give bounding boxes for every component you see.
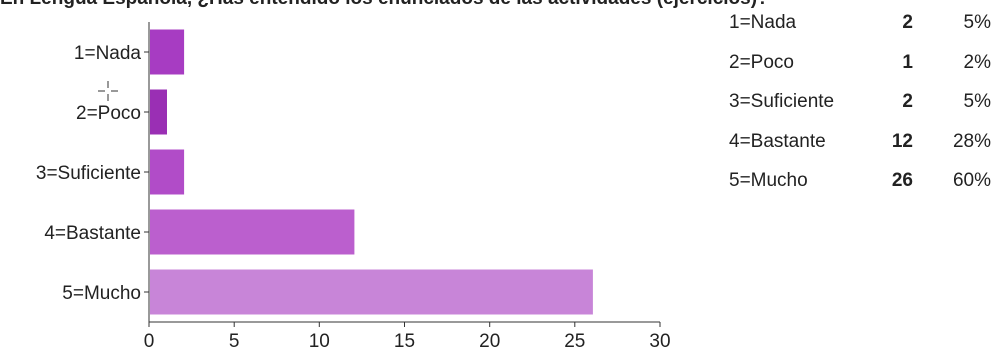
x-tick-label: 15 bbox=[394, 331, 415, 349]
bar bbox=[150, 209, 355, 255]
x-tick-label: 0 bbox=[144, 331, 155, 349]
summary-table: 1=Nada 2 5% 2=Poco 1 2% 3=Suficiente 2 5% 4=Basta… bbox=[729, 11, 991, 209]
summary-row: 4=Bastante 12 28% bbox=[729, 130, 991, 170]
summary-count: 26 bbox=[891, 170, 913, 191]
bar bbox=[150, 29, 185, 75]
summary-label: 2=Poco bbox=[729, 51, 794, 73]
summary-count: 12 bbox=[891, 130, 913, 152]
summary-count: 2 bbox=[902, 91, 913, 112]
x-tick-label: 25 bbox=[564, 331, 585, 349]
summary-percent: 5% bbox=[963, 12, 991, 33]
summary-percent: 28% bbox=[952, 130, 991, 152]
summary-label: 4=Bastante bbox=[729, 130, 826, 152]
x-tick-label: 10 bbox=[309, 331, 330, 349]
summary-label: 1=Nada bbox=[729, 12, 797, 33]
summary-label: 3=Suficiente bbox=[729, 91, 835, 112]
category-label: 3=Suficiente bbox=[36, 163, 141, 184]
category-label: 4=Bastante bbox=[44, 223, 141, 244]
x-tick-label: 30 bbox=[649, 331, 670, 349]
x-tick-label: 20 bbox=[479, 331, 500, 349]
summary-percent: 5% bbox=[963, 91, 991, 112]
summary-count: 2 bbox=[902, 12, 913, 33]
bar bbox=[150, 89, 167, 135]
category-label: 5=Mucho bbox=[62, 283, 141, 304]
category-label: 1=Nada bbox=[74, 43, 142, 64]
summary-row: 1=Nada 2 5% bbox=[729, 11, 991, 51]
category-label: 2=Poco bbox=[76, 103, 141, 124]
summary-row: 3=Suficiente 2 5% bbox=[729, 90, 991, 130]
crosshair-cursor-icon bbox=[98, 81, 118, 101]
bar bbox=[150, 269, 593, 315]
summary-label: 5=Mucho bbox=[729, 170, 808, 191]
x-tick-label: 5 bbox=[229, 331, 240, 349]
bar-chart: 1=Nada 2=Poco 3=Suficiente 4=Bastante 5=Much… bbox=[36, 22, 671, 349]
summary-percent: 2% bbox=[963, 51, 991, 73]
bar bbox=[150, 149, 185, 195]
summary-count: 1 bbox=[902, 51, 913, 73]
summary-percent: 60% bbox=[952, 170, 991, 191]
summary-row: 2=Poco 1 2% bbox=[729, 51, 991, 91]
summary-row: 5=Mucho 26 60% bbox=[729, 169, 991, 209]
chart-title: En Lengua Española, ¿Has entendido los e… bbox=[0, 0, 993, 12]
